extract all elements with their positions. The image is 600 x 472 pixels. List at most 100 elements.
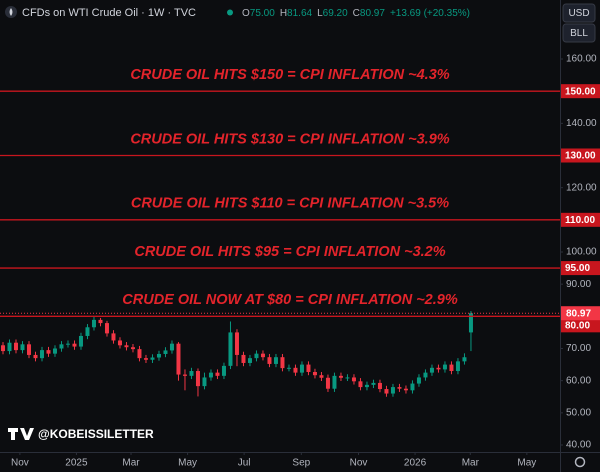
reading-change: +13.69 (+20.35%) <box>390 8 470 19</box>
tv-logo <box>8 428 34 440</box>
y-tick-label: 60.00 <box>566 375 591 386</box>
candle-body <box>260 353 265 358</box>
candle-body <box>351 377 356 382</box>
candle-body <box>319 375 324 378</box>
candle-body <box>202 377 207 387</box>
candle-body <box>124 345 129 348</box>
candle-body <box>143 358 148 360</box>
y-tick-label: 140.00 <box>566 118 597 129</box>
candle-body <box>312 371 317 376</box>
y-tick-label: 100.00 <box>566 247 597 258</box>
candle-body <box>228 332 233 366</box>
gear[interactable] <box>574 456 586 468</box>
candle-body <box>293 367 298 373</box>
market-status <box>227 9 233 16</box>
unit-label: BLL <box>570 28 588 39</box>
candle-body <box>462 357 467 362</box>
candle-body <box>182 374 187 376</box>
symbol-logo-drop <box>9 8 13 16</box>
x-tick-label: May <box>178 458 197 469</box>
candle-body <box>65 343 70 345</box>
reading-key: L <box>317 8 323 19</box>
candle-body <box>436 367 441 370</box>
reading-key: C <box>353 8 360 19</box>
candle-body <box>267 357 272 364</box>
candle-body <box>0 345 5 352</box>
y-tick-label: 40.00 <box>566 440 591 451</box>
y-tick-label: 70.00 <box>566 343 591 354</box>
candle-body <box>241 354 246 363</box>
candle-body <box>137 349 142 359</box>
candle-body <box>325 377 330 389</box>
level-tag <box>561 148 600 163</box>
candle-body <box>254 353 259 359</box>
candle-body <box>416 377 421 384</box>
candle-body <box>72 343 77 347</box>
unit-button[interactable] <box>562 23 596 43</box>
candle-body <box>280 357 285 369</box>
candle-body <box>7 342 12 352</box>
candle-body <box>377 382 382 390</box>
x-tick-label: Sep <box>292 458 310 469</box>
candle-body <box>46 350 51 354</box>
last-price-label: 80.97 <box>566 308 591 319</box>
candle-body <box>104 323 109 334</box>
reading-value: 75.00 <box>250 8 275 19</box>
x-tick-label: Nov <box>11 458 29 469</box>
candle-body <box>176 343 181 375</box>
candle-body <box>332 375 337 389</box>
candle-body <box>442 364 447 370</box>
currency-label: USD <box>568 8 589 19</box>
watermark: @KOBEISSILETTER <box>8 427 154 441</box>
y-tick-label: 90.00 <box>566 279 591 290</box>
candle-body <box>371 382 376 385</box>
candle-body <box>358 381 363 388</box>
level-tag <box>561 84 600 99</box>
watermark-text: @KOBEISSILETTER <box>38 427 154 441</box>
candle-body <box>163 350 168 354</box>
annotation: CRUDE OIL HITS $130 = CPI INFLATION ~3.9… <box>130 131 449 147</box>
candle-body <box>189 371 194 376</box>
candle-body <box>85 327 90 336</box>
candle-body <box>195 371 200 387</box>
candle-body <box>39 350 44 359</box>
candle-body <box>156 353 161 358</box>
candle-body <box>429 367 434 373</box>
currency-controls: USD BLL <box>562 3 596 43</box>
level-tag <box>561 261 600 276</box>
candle-body <box>468 313 473 333</box>
candle-body <box>59 344 64 349</box>
candle-body <box>111 333 116 341</box>
candle-body <box>410 383 415 391</box>
settings-icon[interactable] <box>574 456 586 468</box>
annotation: CRUDE OIL HITS $110 = CPI INFLATION ~3.5… <box>131 196 449 212</box>
candle-body <box>130 347 135 350</box>
candle-body <box>91 319 96 328</box>
candle-body <box>384 389 389 394</box>
level-tag-label: 80.00 <box>565 320 590 331</box>
currency-button[interactable] <box>562 3 596 23</box>
candle-body <box>423 372 428 378</box>
level-tag <box>561 212 600 227</box>
candle-body <box>345 377 350 379</box>
candle-body <box>215 372 220 376</box>
candle-body <box>286 367 291 369</box>
candle-body <box>397 387 402 389</box>
level-tag <box>561 318 600 333</box>
reading-value: 81.64 <box>287 8 312 19</box>
candle-body <box>364 384 369 388</box>
candle-body <box>449 364 454 372</box>
x-tick-label: 2026 <box>404 458 427 469</box>
candle-body <box>208 372 213 378</box>
level-tag-label: 95.00 <box>565 263 590 274</box>
x-tick-label: Jul <box>238 458 251 469</box>
candle-body <box>338 375 343 378</box>
candle-body <box>247 358 252 363</box>
candle-body <box>455 361 460 372</box>
annotation: CRUDE OIL HITS $150 = CPI INFLATION ~4.3… <box>130 67 449 83</box>
y-tick-label: 50.00 <box>566 407 591 418</box>
candle-body <box>299 364 304 373</box>
candle-body <box>117 340 122 346</box>
